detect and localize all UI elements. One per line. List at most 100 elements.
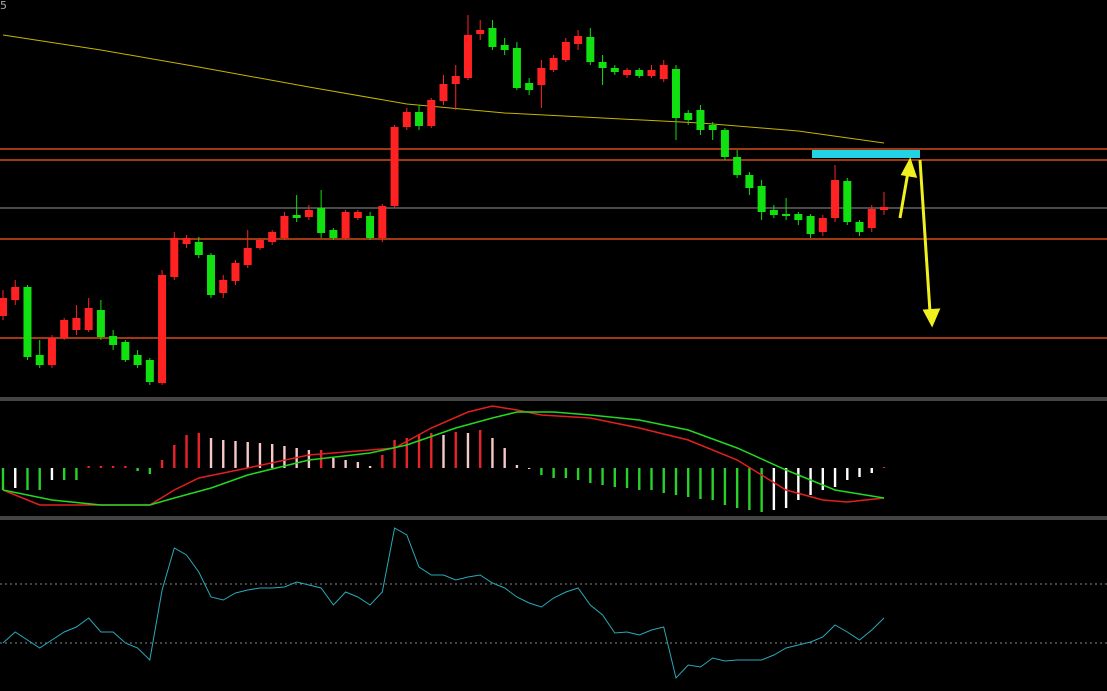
macd-bar (454, 432, 457, 468)
candle-body (439, 84, 448, 101)
macd-bar (699, 468, 702, 499)
candle-body (231, 263, 240, 281)
candle-body (451, 76, 460, 84)
macd-bar (674, 468, 678, 495)
arrow-up (898, 171, 910, 219)
macd-bar (332, 458, 335, 468)
candle-body (574, 36, 583, 44)
macd-bar (344, 460, 347, 468)
macd-line (2, 405, 885, 506)
macd-bar (491, 438, 494, 468)
macd-bar (111, 466, 115, 468)
macd-bar (613, 468, 616, 487)
candle-body (696, 110, 705, 130)
candle-body (671, 69, 680, 118)
macd-bar (723, 468, 727, 505)
candle-body (733, 157, 742, 175)
candle-body (341, 212, 350, 238)
candle-body (378, 206, 387, 238)
macd-bar (797, 468, 800, 500)
macd-bar (75, 468, 78, 480)
macd-bar (393, 440, 396, 468)
macd-bar (99, 466, 103, 468)
macd-bar (160, 460, 164, 468)
macd-bar (381, 455, 384, 468)
candle-body (757, 186, 766, 212)
candle-body (23, 287, 32, 357)
candle-body (806, 216, 815, 234)
candle-body (831, 180, 840, 218)
macd-bar (503, 448, 506, 468)
candle-body (476, 30, 485, 34)
macd-bar (246, 442, 249, 468)
macd-bar (442, 435, 445, 468)
candle-body (488, 28, 497, 47)
macd-bar (258, 443, 262, 468)
macd-bar (601, 468, 604, 485)
macd-bar (417, 435, 421, 468)
macd-bar (136, 468, 139, 471)
candle-body (720, 130, 729, 157)
macd-bar (650, 468, 653, 490)
candle-body (867, 209, 876, 228)
candle-body (109, 336, 118, 345)
candle-body (586, 37, 595, 62)
candle-body (818, 218, 827, 232)
candle-body (427, 100, 436, 126)
candle-body (463, 35, 472, 78)
candle-body (11, 287, 20, 300)
candle-body (525, 83, 534, 90)
macd-bar (234, 441, 237, 468)
corner-label: 5 (0, 0, 7, 12)
candle-body (512, 48, 521, 88)
candle-body (598, 62, 607, 68)
candle-body (549, 58, 558, 70)
macd-bar (1, 468, 5, 490)
candle-body (121, 342, 130, 360)
candle-body (292, 215, 301, 218)
candle-body (145, 360, 154, 382)
macd-bar (87, 466, 90, 468)
candle-body (47, 338, 56, 365)
macd-bar (748, 468, 751, 510)
candle-body (537, 68, 546, 85)
macd-bar (38, 468, 41, 490)
macd-bar (760, 468, 763, 512)
candle-body (623, 70, 632, 75)
arrow-head (922, 308, 941, 328)
candle-body (366, 216, 375, 238)
arrow-down (918, 159, 932, 313)
candle-body (843, 181, 852, 222)
candle-body (794, 214, 803, 220)
candle-body (317, 208, 326, 233)
macd-bar (882, 467, 886, 468)
macd-bar (552, 468, 555, 478)
candle-body (96, 310, 105, 337)
macd-bar (185, 435, 188, 468)
candle-body (182, 238, 191, 244)
macd-bar (687, 468, 690, 497)
candle-body (72, 318, 81, 330)
macd-bar (368, 466, 372, 468)
resistance-zone (812, 150, 920, 158)
candle-body (500, 45, 509, 50)
macd-bar (62, 468, 66, 480)
macd-bar (209, 438, 213, 468)
macd-bar (270, 444, 274, 468)
macd-bar (662, 468, 665, 493)
candle-body (60, 320, 69, 338)
candle-body (194, 242, 203, 255)
candle-body (745, 175, 754, 188)
macd-bar (173, 445, 176, 468)
candle-body (304, 210, 313, 217)
candle-body (280, 216, 289, 238)
arrows (898, 157, 941, 328)
macd-bar (405, 438, 408, 468)
macd-bar (466, 433, 470, 468)
macd-bar (846, 468, 849, 480)
macd-bar (430, 433, 433, 468)
indicator-line (2, 527, 885, 680)
macd-bar (14, 468, 17, 488)
macd-bar (858, 468, 861, 477)
